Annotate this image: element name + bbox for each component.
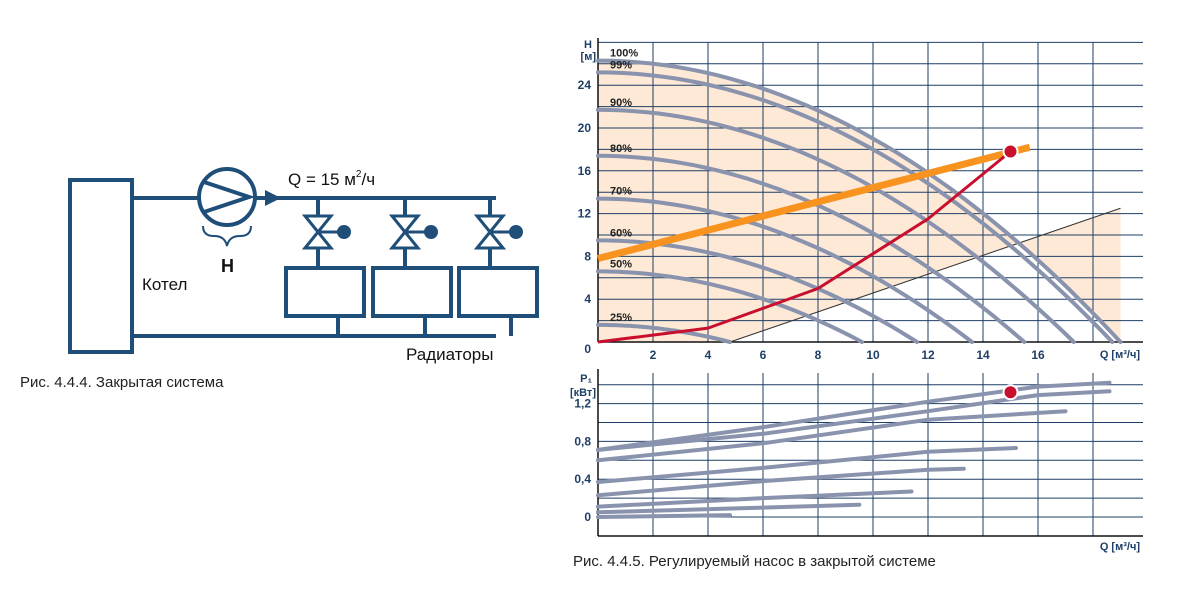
y-axis-label: P₁ xyxy=(580,373,592,385)
head-label: H xyxy=(221,256,234,276)
x-axis-label: Q [м³/ч] xyxy=(1100,541,1141,553)
pump-curve-50% xyxy=(596,269,864,344)
valve-icon xyxy=(473,214,507,250)
boiler-label: Котел xyxy=(142,275,187,294)
system-curve xyxy=(597,150,1012,344)
y-tick-label: 1,2 xyxy=(574,397,591,411)
y-tick-label: 0,8 xyxy=(574,434,591,448)
x-axis-label: Q [м³/ч] xyxy=(1100,349,1141,361)
x-tick-label: 6 xyxy=(760,348,767,362)
x-tick-label: 8 xyxy=(815,348,822,362)
flow-arrow-icon xyxy=(265,190,281,206)
curve-label: 60% xyxy=(610,227,632,239)
y-axis-unit: [кВт] xyxy=(570,387,596,399)
curve-label: 70% xyxy=(610,186,632,198)
pump-impeller-icon xyxy=(203,180,256,214)
pump-curve-90% xyxy=(596,107,1076,344)
x-tick-label: 10 xyxy=(866,348,880,362)
pump-curve-99% xyxy=(596,70,1115,344)
y-tick-label: 0 xyxy=(584,510,591,524)
y-tick-label: 16 xyxy=(578,164,592,178)
caption-right: Рис. 4.4.5. Регулируемый насос в закрыто… xyxy=(573,553,936,570)
radiator-branches xyxy=(284,198,539,336)
pump-curve-100% xyxy=(596,58,1123,344)
curve-label: 25% xyxy=(610,312,632,324)
valve-actuator-icon xyxy=(337,225,351,239)
curve-label: 100% xyxy=(610,48,638,60)
curve-label: 90% xyxy=(610,97,632,109)
curve-label: 50% xyxy=(610,258,632,270)
valve-actuator-icon xyxy=(424,225,438,239)
x-tick-label: 4 xyxy=(705,348,712,362)
y-tick-label: 0,4 xyxy=(574,472,591,486)
head-brace-icon xyxy=(202,225,252,247)
min-boundary-line xyxy=(729,207,1121,343)
curve-label: 99% xyxy=(610,59,632,71)
power-chart: 0 0,4 0,8 1,2 P₁ [кВт] Q [м³/ч] xyxy=(570,369,1143,553)
power-curve xyxy=(596,502,862,515)
y-axis-unit: [м] xyxy=(581,51,597,63)
pump-curve-25% xyxy=(596,322,732,344)
operating-region xyxy=(598,60,1121,342)
x-tick-label: 2 xyxy=(650,348,657,362)
x-tick-label: 16 xyxy=(1031,348,1045,362)
caption-left: Рис. 4.4.4. Закрытая система xyxy=(20,374,224,391)
operating-point xyxy=(1002,143,1019,160)
radiator xyxy=(457,266,539,318)
y-tick-label: 12 xyxy=(578,207,592,221)
valve-icon xyxy=(388,214,422,250)
radiator xyxy=(371,266,453,318)
y-tick-label: 4 xyxy=(584,292,591,306)
power-curve xyxy=(596,409,1068,463)
valve-icon xyxy=(301,214,335,250)
closed-system-schematic xyxy=(68,167,539,354)
curve-label: 80% xyxy=(610,143,632,155)
power-curve xyxy=(596,446,1018,484)
power-curve xyxy=(596,389,1112,452)
y-tick-label: 20 xyxy=(578,121,592,135)
x-tick-label: 14 xyxy=(976,348,990,362)
y-tick-label: 0 xyxy=(584,342,591,356)
y-tick-label: 24 xyxy=(578,78,592,92)
pump-curve-70% xyxy=(596,196,974,344)
valve-actuator-icon xyxy=(509,225,523,239)
y-tick-label: 8 xyxy=(584,249,591,263)
power-curve xyxy=(596,489,914,509)
power-curve xyxy=(596,513,732,519)
power-curve xyxy=(596,466,966,498)
control-line xyxy=(597,143,1031,262)
radiator xyxy=(284,266,366,318)
operating-point xyxy=(1002,384,1019,401)
power-curve xyxy=(596,380,1112,452)
radiators-label: Радиаторы xyxy=(406,345,493,364)
x-tick-label: 12 xyxy=(921,348,935,362)
y-axis-label: H xyxy=(584,39,592,51)
flow-label: Q = 15 м2/ч xyxy=(288,169,375,189)
boiler-box xyxy=(68,178,134,354)
